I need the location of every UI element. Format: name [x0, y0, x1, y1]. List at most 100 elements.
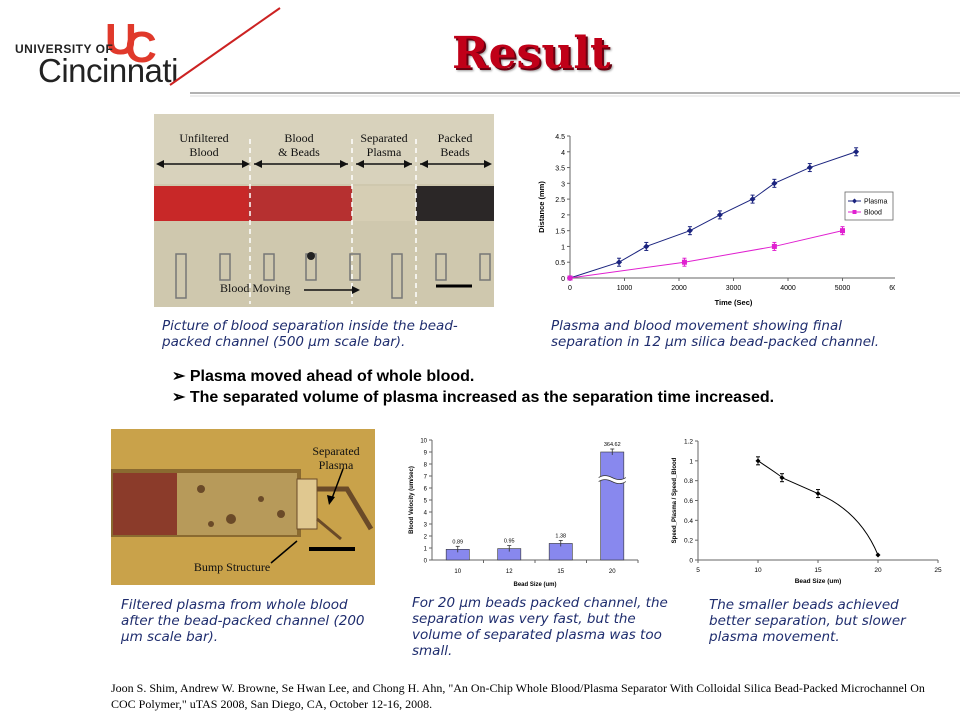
x-tick-label: 10: [454, 569, 461, 575]
photo2-caption: Filtered plasma from whole blood after t…: [121, 597, 365, 645]
photo1-caption: Picture of blood separation inside the b…: [162, 318, 458, 350]
y-tick-label: 0: [689, 558, 693, 565]
svg-text:C: C: [125, 23, 157, 72]
series-line-blood: [569, 230, 843, 279]
x-axis-label: Time (Sec): [715, 298, 753, 307]
y-tick-label: 2: [424, 535, 428, 541]
y-tick-label: 0.2: [684, 538, 693, 545]
bar-20: [600, 451, 625, 561]
uc-logo-icon: U C: [105, 15, 157, 72]
y-axis-label: Distance (mm): [537, 181, 546, 233]
x-tick-label: 3000: [726, 285, 742, 292]
x-tick-label: 1000: [617, 285, 633, 292]
logo-city-text: Cincinnati: [38, 52, 178, 89]
y-tick-label: 10: [420, 439, 427, 445]
label-bump-structure: Bump Structure: [193, 560, 271, 574]
legend-label: Plasma: [864, 199, 887, 206]
university-logo: U C UNIVERSITY OF Cincinnati: [0, 0, 190, 95]
data-point: [779, 475, 785, 481]
axis-break-line: [598, 475, 627, 480]
axis-break-line: [598, 479, 627, 484]
speed-ratio-chart: 0 0.2 0.4 0.6 0.8 1 1.2 5 10 15 20 25 Bead Size (um)…: [672, 439, 942, 586]
y-axis-label: Speed_Plasma / Speed_Blood: [672, 457, 678, 543]
x-tick-label: 6000: [889, 285, 895, 292]
x-tick-label: 5000: [835, 285, 851, 292]
y-tick-label: 5: [424, 499, 428, 505]
data-point: [840, 228, 845, 234]
x-tick-label: 20: [874, 567, 882, 574]
label-packed-beads: Packed Beads: [437, 131, 473, 159]
x-tick-label: 12: [506, 569, 513, 575]
y-tick-label: 0: [561, 276, 565, 283]
data-point: [771, 180, 778, 187]
data-point: [567, 275, 573, 281]
x-axis-label: Bead Size (um): [795, 578, 842, 585]
y-tick-label: 1.2: [684, 439, 693, 446]
data-point: [771, 243, 777, 249]
legend-marker: [852, 210, 857, 214]
data-point: [815, 491, 821, 497]
y-tick-label: 0.5: [555, 260, 565, 267]
svg-text:U: U: [105, 15, 137, 64]
label-separated-plasma: Separated Plasma: [360, 131, 408, 159]
bar-data-label: 0.95: [504, 539, 515, 545]
x-tick-label: 4000: [780, 285, 796, 292]
y-tick-label: 0.4: [684, 518, 693, 525]
y-tick-label: 6: [424, 487, 428, 493]
data-point: [686, 227, 693, 234]
y-tick-label: 0: [424, 559, 428, 565]
y-tick-label: 4: [424, 511, 428, 517]
data-point: [875, 552, 881, 558]
y-tick-label: 2: [561, 213, 565, 220]
bar-data-label: 1.38: [555, 533, 566, 539]
legend-box: [844, 191, 894, 221]
y-tick-label: 1: [561, 244, 565, 251]
y-tick-label: 9: [424, 451, 428, 457]
x-tick-label: 15: [814, 567, 822, 574]
blood-separation-photo: Unfiltered Blood Blood & Beads Separated…: [154, 114, 494, 307]
bar-data-label: 364.62: [604, 442, 621, 448]
bullet-item: ➢ The separated volume of plasma increas…: [172, 387, 774, 408]
data-point: [853, 148, 860, 155]
y-tick-label: 3: [561, 181, 565, 188]
legend-label: Blood: [864, 210, 882, 217]
x-tick-label: 20: [609, 569, 616, 575]
chart1-caption: Plasma and blood movement showing final …: [551, 318, 880, 350]
data-point: [643, 243, 650, 250]
header-swoosh: [169, 7, 960, 97]
distance-time-chart: 0 0.5 1 1.5 2 2.5 3 3.5 4 4.5 0 1000 2000 3000 4000 500…: [537, 134, 895, 307]
x-tick-label: 15: [557, 569, 564, 575]
label-unfiltered-blood: Unfiltered Blood: [179, 131, 229, 159]
filtered-plasma-photo: Separated Plasma Bump Structure: [111, 429, 375, 585]
chart2-caption: For 20 µm beads packed channel, the sepa…: [412, 595, 668, 659]
chart3-caption: The smaller beads achieved better separa…: [709, 597, 906, 645]
data-point: [749, 196, 756, 203]
x-tick-label: 10: [754, 567, 762, 574]
y-tick-label: 3.5: [555, 166, 565, 173]
data-point: [755, 458, 761, 464]
y-axis-label: Blood Velocity (um/sec): [409, 466, 415, 534]
bullet-text: Plasma moved ahead of whole blood.: [189, 368, 475, 385]
x-tick-label: 5: [696, 567, 700, 574]
label-blood-beads: Blood & Beads: [278, 131, 320, 159]
data-point: [806, 164, 813, 171]
page-title: Result: [452, 28, 611, 79]
y-tick-label: 4.5: [555, 134, 565, 141]
x-axis-label: Bead Size (um): [513, 582, 556, 588]
bullet-list: ➢ Plasma moved ahead of whole blood. ➢ T…: [172, 366, 774, 408]
y-tick-label: 8: [424, 463, 428, 469]
data-point: [716, 211, 723, 218]
velocity-bar-chart: 0123456789100.89100.95121.3815364.6220Be…: [409, 439, 639, 588]
reference-citation: Joon S. Shim, Andrew W. Browne, Se Hwan …: [111, 681, 925, 711]
y-tick-label: 1.5: [555, 229, 565, 236]
logo-university-text: UNIVERSITY OF: [15, 42, 114, 56]
y-tick-label: 1: [424, 547, 428, 553]
y-tick-label: 4: [561, 150, 565, 157]
label-blood-moving: Blood Moving: [220, 281, 291, 295]
y-tick-label: 7: [424, 475, 428, 481]
y-tick-label: 0.8: [684, 478, 693, 485]
legend-marker: [852, 198, 857, 204]
trend-line: [757, 460, 879, 556]
y-tick-label: 1: [689, 458, 693, 465]
label-separated-plasma-2: Separated Plasma: [312, 444, 360, 472]
